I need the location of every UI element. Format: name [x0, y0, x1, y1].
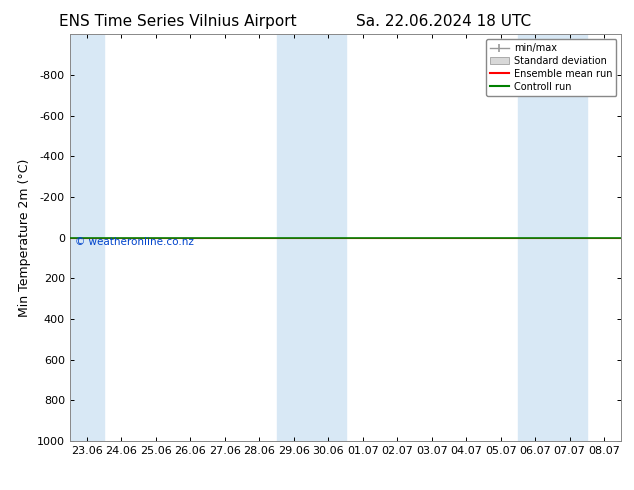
Text: Sa. 22.06.2024 18 UTC: Sa. 22.06.2024 18 UTC — [356, 14, 531, 29]
Bar — [276, 34, 311, 441]
Bar — [518, 34, 552, 441]
Legend: min/max, Standard deviation, Ensemble mean run, Controll run: min/max, Standard deviation, Ensemble me… — [486, 39, 616, 96]
Bar — [311, 34, 346, 441]
Bar — [552, 34, 587, 441]
Text: ENS Time Series Vilnius Airport: ENS Time Series Vilnius Airport — [59, 14, 296, 29]
Y-axis label: Min Temperature 2m (°C): Min Temperature 2m (°C) — [18, 158, 31, 317]
Bar — [70, 34, 104, 441]
Text: © weatheronline.co.nz: © weatheronline.co.nz — [75, 237, 194, 247]
